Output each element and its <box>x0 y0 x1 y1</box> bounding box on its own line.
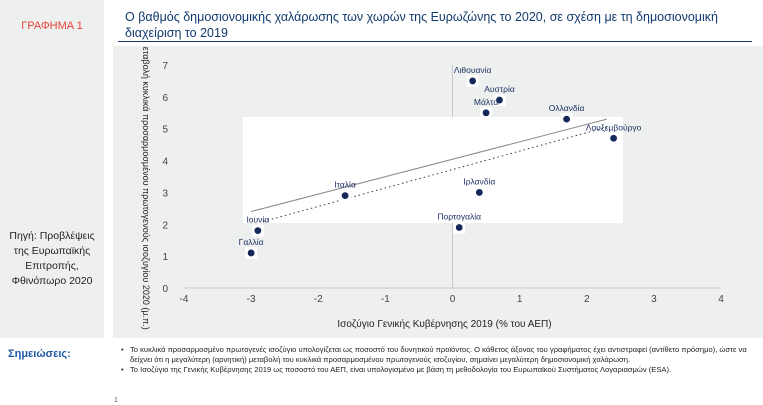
y-tick-label: 1 <box>162 252 168 263</box>
x-tick-label: 4 <box>718 294 724 305</box>
occlusion-panel <box>243 117 623 223</box>
y-tick-label: 3 <box>162 188 168 199</box>
page-number: 1 <box>114 397 118 404</box>
point-label: Μάλτα <box>474 97 498 107</box>
point-label: Λουξεμβούργο <box>586 122 642 132</box>
note-item: Το Ισοζύγιο της Γενικής Κυβέρνησης 2019 … <box>121 365 763 375</box>
scatter-point <box>610 134 617 142</box>
scatter-point <box>496 96 503 104</box>
scatter-plot: -4 -3 -2 -1 0 1 2 3 4 0 1 2 3 4 5 6 7 Ισοζύγιο Γενικής Κυ… <box>141 46 724 330</box>
title-divider <box>118 41 752 42</box>
x-tick-label: 2 <box>584 294 590 305</box>
point-label: Λιθουανία <box>454 65 492 75</box>
x-tick-label: -3 <box>247 294 256 305</box>
scatter-point <box>469 77 477 85</box>
y-axis-title: Μεταβολή κυκλικά προσαρμοσμένου πρωτογεν… <box>141 46 151 330</box>
left-panel: ΓΡΑΦΗΜΑ 1 Πηγή: Προβλέψεις της Ευρωπαϊκή… <box>0 0 104 338</box>
point-label: Ιουνία <box>246 215 269 225</box>
scatter-point <box>341 192 349 200</box>
notes-label: Σημειώσεις: <box>8 348 71 360</box>
scatter-point <box>247 249 255 257</box>
x-tick-label: 0 <box>450 294 456 305</box>
scatter-point <box>482 109 490 117</box>
notes-list: Το κυκλικά προσαρμοσμένο πρωτογενές ισοζ… <box>118 345 763 376</box>
point-label: Ολλανδία <box>549 103 585 113</box>
source-note: Πηγή: Προβλέψεις της Ευρωπαϊκής Επιτροπή… <box>9 230 95 287</box>
x-tick-label: 1 <box>517 294 523 305</box>
note-item: Το κυκλικά προσαρμοσμένο πρωτογενές ισοζ… <box>121 345 763 364</box>
x-tick-label: -2 <box>314 294 323 305</box>
point-label: Ιταλία <box>334 180 356 190</box>
scatter-point <box>563 115 571 123</box>
chart-area: -4 -3 -2 -1 0 1 2 3 4 0 1 2 3 4 5 6 7 Ισοζύγιο Γενικής Κυ… <box>113 46 763 338</box>
trend-dotted-overlay <box>262 126 608 223</box>
x-tick-label: 3 <box>651 294 657 305</box>
x-axis-title: Ισοζύγιο Γενικής Κυβέρνησης 2019 (% του … <box>337 318 551 330</box>
y-tick-label: 6 <box>162 93 168 104</box>
x-tick-label: -1 <box>381 294 390 305</box>
point-label: Αυστρία <box>484 84 515 94</box>
y-tick-label: 0 <box>162 284 168 295</box>
y-tick-label: 2 <box>162 220 168 231</box>
point-label: Πορτογαλία <box>437 211 481 221</box>
figure-label: ΓΡΑΦΗΜΑ 1 <box>21 20 83 32</box>
y-tick-label: 7 <box>162 61 168 72</box>
chart-title: Ο βαθμός δημοσιονομικής χαλάρωσης των χω… <box>125 10 718 40</box>
scatter-point <box>455 224 463 231</box>
y-tick-label: 5 <box>162 125 168 136</box>
point-label: Γαλλία <box>239 237 264 247</box>
point-label: Ιρλανδία <box>463 176 495 186</box>
scatter-point <box>254 227 262 235</box>
y-tick-label: 4 <box>162 157 168 168</box>
x-tick-label: -4 <box>180 294 189 305</box>
scatter-point <box>475 189 483 196</box>
trend-line-overlay <box>250 118 608 213</box>
